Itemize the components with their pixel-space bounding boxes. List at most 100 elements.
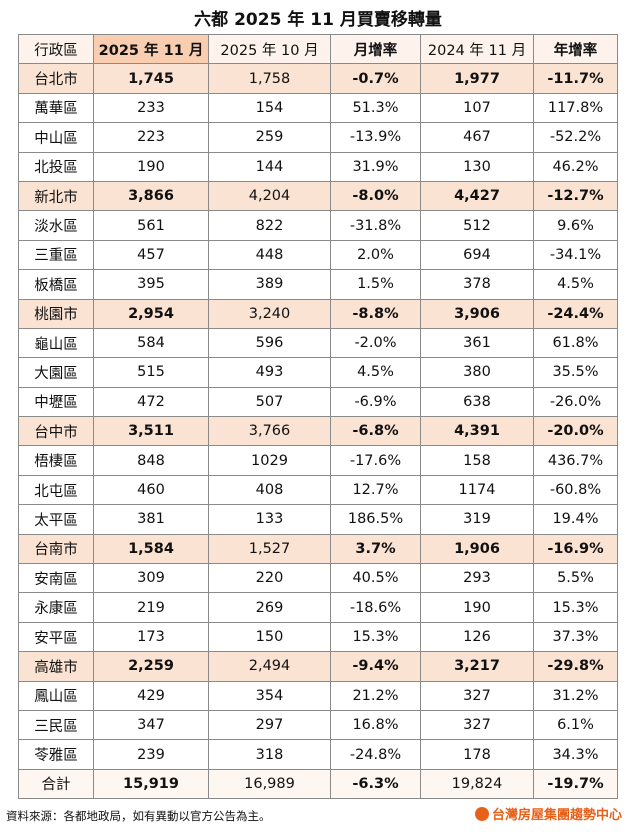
table-cell: 2024 年 11 月 (420, 33, 534, 65)
table-cell: 永康區 (18, 592, 94, 623)
table-row: 三民區 347 297 16.8% 327 6.1% (18, 709, 618, 741)
source-note: 資料來源：各都地政局，如有異動以官方公告為主。 (6, 809, 271, 823)
table-cell: -8.8% (330, 298, 421, 329)
table-cell: -24.4% (533, 298, 618, 329)
table-cell: -6.8% (330, 416, 421, 447)
table-cell: -26.0% (533, 386, 618, 418)
table-cell: 822 (208, 210, 331, 241)
table-row: 萬華區 233 154 51.3% 107 117.8% (18, 92, 618, 124)
table-row: 三重區 457 448 2.0% 694 -34.1% (18, 239, 618, 271)
logo: 台灣房屋集團趨勢中心 (474, 804, 622, 823)
table-cell: 1,758 (208, 63, 331, 94)
table-row: 苓雅區 239 318 -24.8% 178 34.3% (18, 739, 618, 770)
table-cell: 117.8% (533, 92, 618, 124)
table-cell: 5.5% (533, 563, 618, 594)
table-cell: 太平區 (18, 504, 94, 535)
table-row: 中壢區 472 507 -6.9% 638 -26.0% (18, 386, 618, 418)
table-cell: 中壢區 (18, 386, 94, 418)
table-cell: 15.3% (533, 592, 618, 623)
table-cell: 472 (93, 386, 209, 418)
table-cell: -6.9% (330, 386, 421, 418)
table-cell: 1029 (208, 445, 331, 476)
table-cell: -2.0% (330, 327, 421, 359)
table-cell: 6.1% (533, 709, 618, 741)
table-cell: 1174 (420, 474, 534, 506)
table-cell: 年增率 (533, 33, 618, 65)
table-cell: 合計 (18, 768, 94, 800)
table-row: 鳳山區 429 354 21.2% 327 31.2% (18, 680, 618, 711)
table-row: 北投區 190 144 31.9% 130 46.2% (18, 151, 618, 182)
table-cell: 梧棲區 (18, 445, 94, 476)
table-cell: 15.3% (330, 621, 421, 653)
table-cell: 395 (93, 269, 209, 300)
table-cell: 107 (420, 92, 534, 124)
table-cell: 467 (420, 122, 534, 153)
table-cell: 347 (93, 709, 209, 741)
table-cell: 848 (93, 445, 209, 476)
table-cell: 行政區 (18, 33, 94, 65)
table-row: 台北市 1,745 1,758 -0.7% 1,977 -11.7% (18, 63, 618, 94)
table-cell: 19.4% (533, 504, 618, 535)
table-row: 龜山區 584 596 -2.0% 361 61.8% (18, 327, 618, 359)
table-cell: 龜山區 (18, 327, 94, 359)
table-cell: 361 (420, 327, 534, 359)
table-cell: 板橋區 (18, 269, 94, 300)
table-cell: 37.3% (533, 621, 618, 653)
table-cell: 507 (208, 386, 331, 418)
table-cell: 2,494 (208, 651, 331, 682)
table-cell: -12.7% (533, 180, 618, 212)
table-cell: -8.0% (330, 180, 421, 212)
table-cell: -52.2% (533, 122, 618, 153)
table-cell: 2.0% (330, 239, 421, 271)
table-cell: 584 (93, 327, 209, 359)
table-row: 新北市 3,866 4,204 -8.0% 4,427 -12.7% (18, 180, 618, 212)
table-row: 安南區 309 220 40.5% 293 5.5% (18, 563, 618, 594)
table-cell: 3,866 (93, 180, 209, 212)
table-row: 高雄市 2,259 2,494 -9.4% 3,217 -29.8% (18, 651, 618, 682)
table-row: 永康區 219 269 -18.6% 190 15.3% (18, 592, 618, 623)
title: 六都 2025 年 11 月買賣移轉量 (194, 10, 442, 30)
table-cell: 515 (93, 357, 209, 388)
table-cell: 台中市 (18, 416, 94, 447)
table-cell: 309 (93, 563, 209, 594)
table-cell: 淡水區 (18, 210, 94, 241)
table-cell: 178 (420, 739, 534, 770)
table-cell: 694 (420, 239, 534, 271)
table-cell: 429 (93, 680, 209, 711)
table-cell: 2,954 (93, 298, 209, 329)
table-cell: -17.6% (330, 445, 421, 476)
table-cell: 1,745 (93, 63, 209, 94)
table-row: 大園區 515 493 4.5% 380 35.5% (18, 357, 618, 388)
table-cell: -24.8% (330, 739, 421, 770)
table-cell: -34.1% (533, 239, 618, 271)
table-cell: 223 (93, 122, 209, 153)
table-cell: 293 (420, 563, 534, 594)
table-cell: 3.7% (330, 533, 421, 565)
table-row: 板橋區 395 389 1.5% 378 4.5% (18, 269, 618, 300)
table-cell: 448 (208, 239, 331, 271)
table-cell: 596 (208, 327, 331, 359)
table-cell: 15,919 (93, 768, 209, 800)
table-cell: 133 (208, 504, 331, 535)
table-row: 安平區 173 150 15.3% 126 37.3% (18, 621, 618, 653)
table-cell: 389 (208, 269, 331, 300)
table-cell: -29.8% (533, 651, 618, 682)
table-cell: 大園區 (18, 357, 94, 388)
table-cell: 239 (93, 739, 209, 770)
table-cell: 219 (93, 592, 209, 623)
table-cell: 154 (208, 92, 331, 124)
table-cell: 鳳山區 (18, 680, 94, 711)
table-cell: 1,906 (420, 533, 534, 565)
table-row: 北屯區 460 408 12.7% 1174 -60.8% (18, 474, 618, 506)
table-cell: 130 (420, 151, 534, 182)
table-cell: 月增率 (330, 33, 421, 65)
table-cell: 桃園市 (18, 298, 94, 329)
table-cell: -6.3% (330, 768, 421, 800)
table-cell: 327 (420, 709, 534, 741)
table-cell: 144 (208, 151, 331, 182)
logo-text: 台灣房屋集團趨勢中心 (491, 808, 622, 823)
table-cell: -60.8% (533, 474, 618, 506)
table-cell: 1,527 (208, 533, 331, 565)
table-cell: 北投區 (18, 151, 94, 182)
